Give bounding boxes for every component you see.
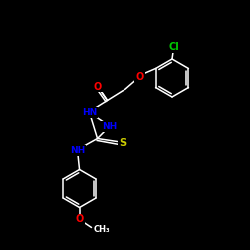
Text: O: O [94, 82, 102, 92]
Text: CH₃: CH₃ [94, 225, 110, 234]
Text: O: O [136, 72, 144, 82]
Text: Cl: Cl [168, 42, 179, 52]
Text: NH: NH [102, 122, 117, 131]
Text: O: O [76, 214, 84, 224]
Text: HN: HN [82, 108, 97, 117]
Text: S: S [119, 138, 126, 148]
Text: NH: NH [70, 146, 85, 155]
